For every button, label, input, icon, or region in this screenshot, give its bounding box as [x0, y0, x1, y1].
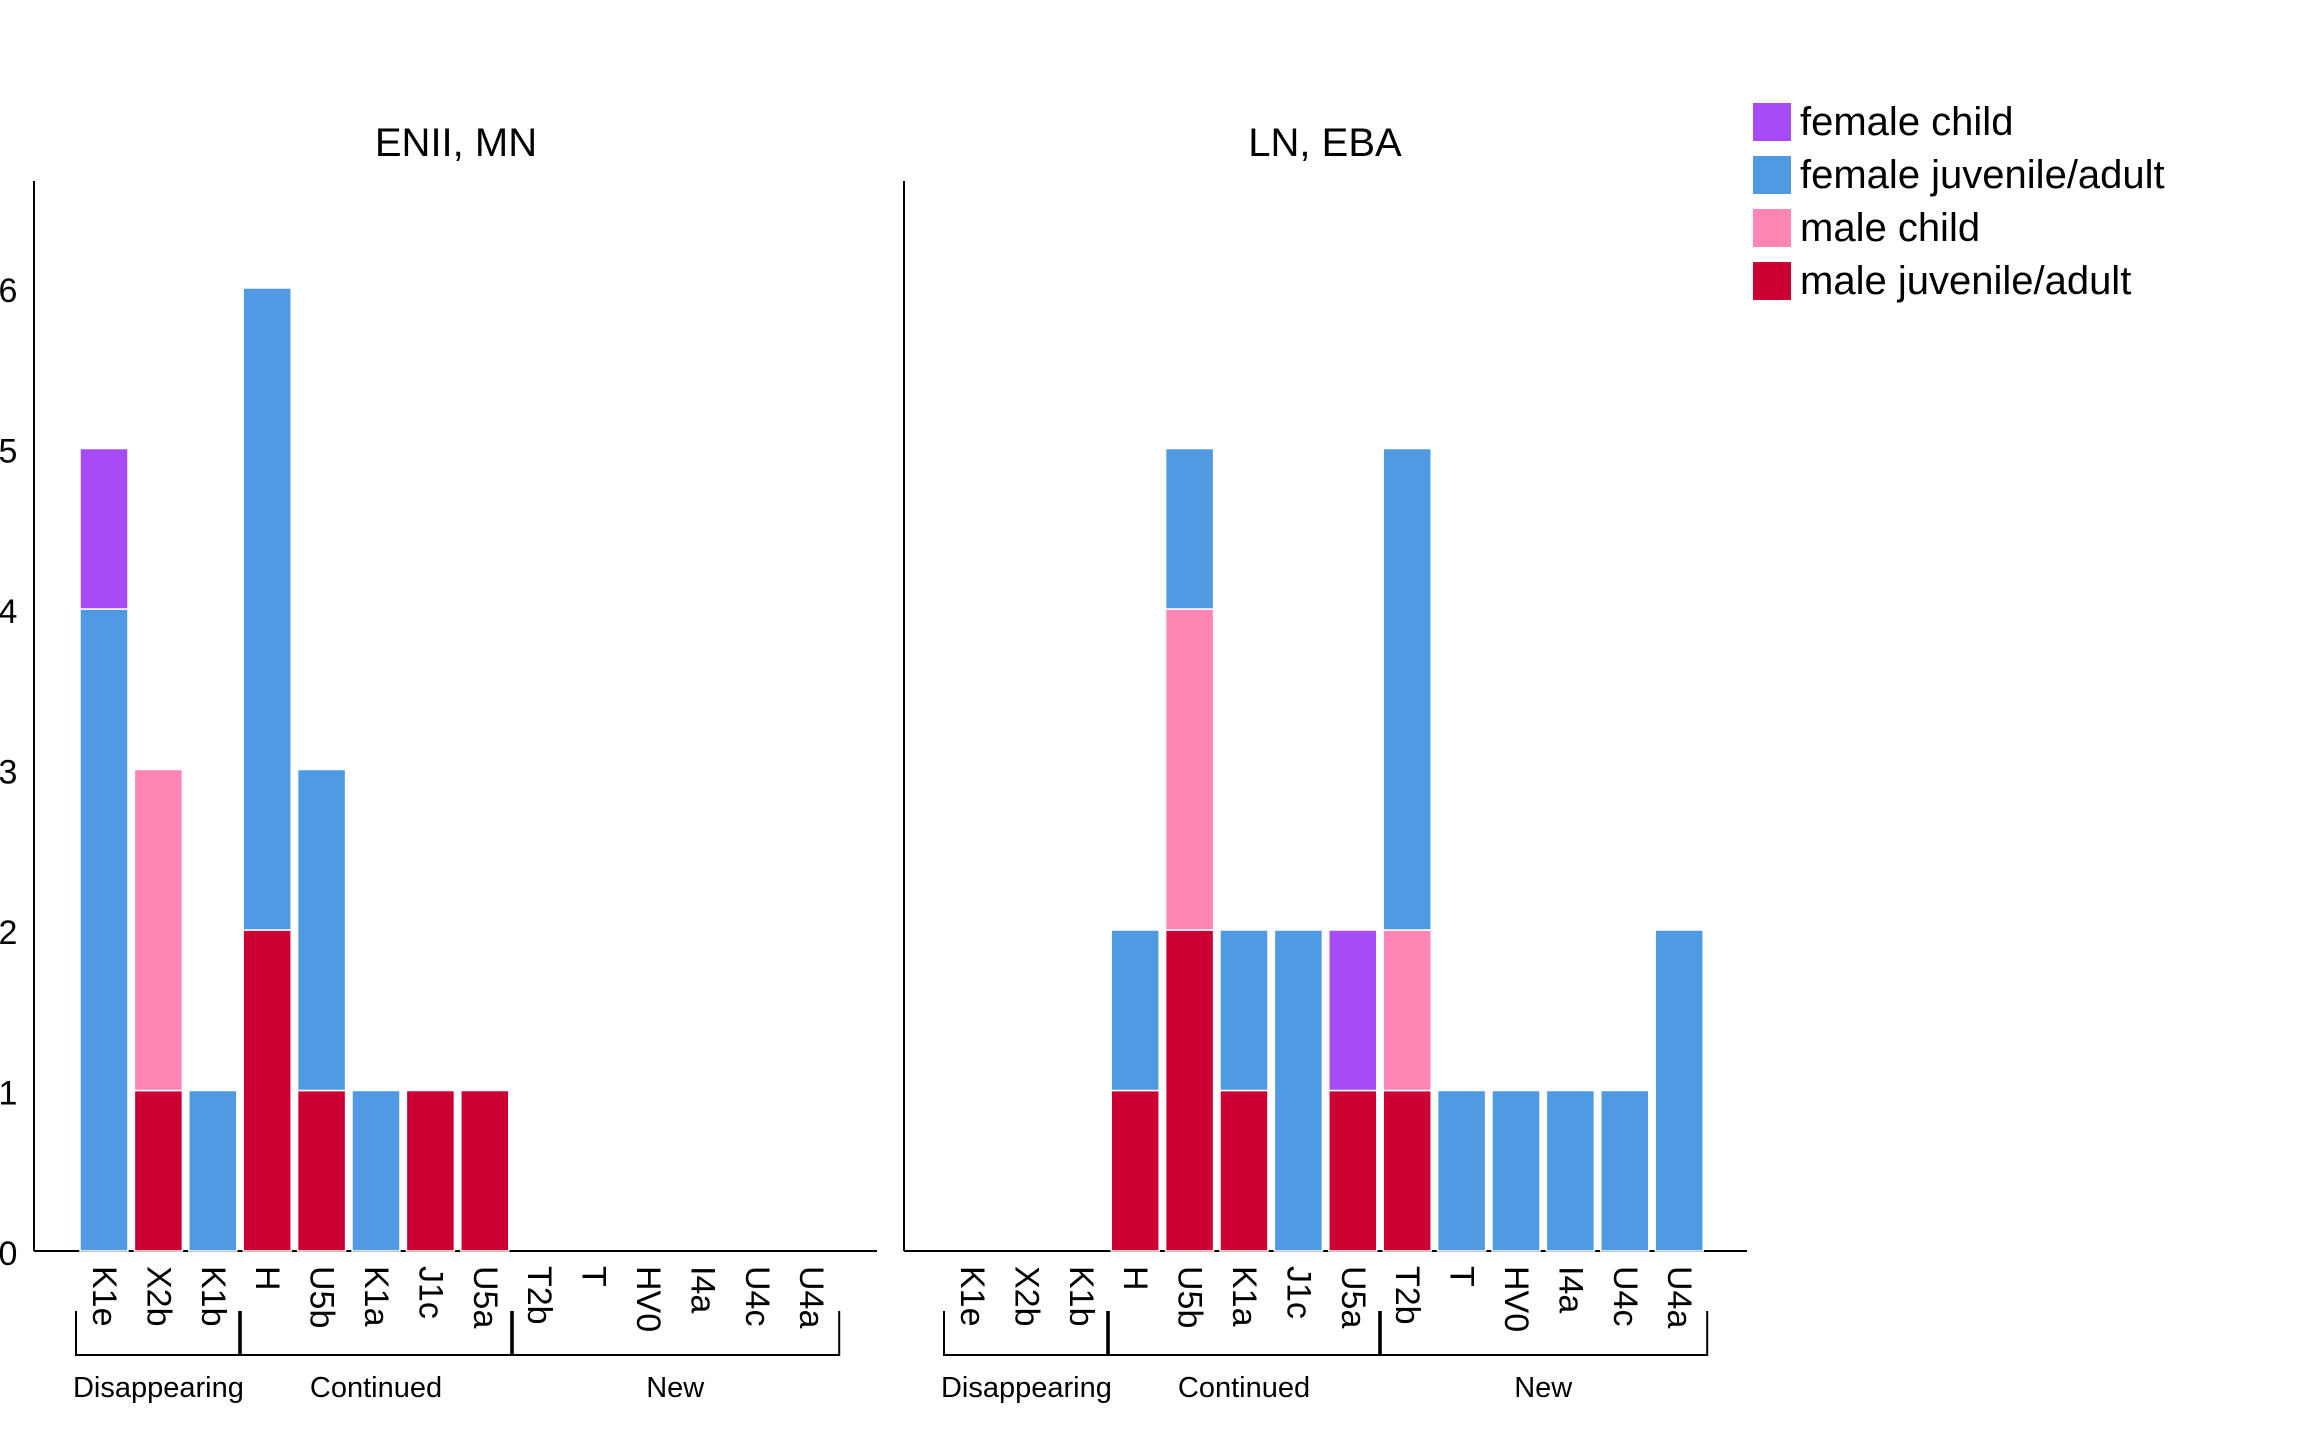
x-tick-label: K1b: [194, 1266, 232, 1327]
bar-segment-H-male-juvenile-adult: [242, 929, 292, 1252]
bar-segment-U5a-male-juvenile-adult: [460, 1089, 510, 1252]
bar-segment-U5a-female-child: [1328, 929, 1378, 1092]
bar-segment-K1a-female-juvenile-adult: [1219, 929, 1269, 1092]
x-tick-label: T2b: [1388, 1266, 1426, 1325]
y-tick-label: 2: [0, 914, 17, 952]
x-tick-label: U4a: [1660, 1266, 1698, 1328]
group-bracket: [238, 1311, 514, 1356]
x-tick-label: U4c: [738, 1266, 776, 1326]
bar-segment-U5b-female-juvenile-adult: [1164, 447, 1215, 610]
legend-label: female child: [1800, 100, 2013, 144]
x-tick-label: T: [575, 1266, 613, 1287]
group-bracket: [1378, 1311, 1709, 1356]
x-tick-label: H: [1116, 1266, 1154, 1291]
bar-segment-U4c-female-juvenile-adult: [1600, 1089, 1650, 1252]
bar-segment-T2b-male-juvenile-adult: [1382, 1089, 1432, 1252]
group-label: Disappearing: [73, 1372, 244, 1404]
bar-segment-K1a-male-juvenile-adult: [1219, 1089, 1269, 1252]
x-tick-label: HV0: [629, 1266, 667, 1332]
bar-segment-K1e-female-juvenile-adult: [79, 608, 129, 1252]
x-tick-label: U5b: [1171, 1266, 1209, 1328]
legend-swatch: [1753, 156, 1791, 194]
bar-segment-H-female-juvenile-adult: [242, 287, 292, 931]
x-tick-label: T: [1443, 1266, 1481, 1287]
y-tick-label: 0: [0, 1235, 17, 1273]
bar-segment-H-male-juvenile-adult: [1110, 1089, 1160, 1252]
group-bracket: [943, 1311, 1110, 1356]
y-tick-label: 4: [0, 593, 17, 631]
x-tick-label: I4a: [1551, 1266, 1589, 1313]
y-tick-label: 6: [0, 272, 17, 310]
group-label: Continued: [310, 1372, 442, 1404]
bar-segment-I4a-female-juvenile-adult: [1545, 1089, 1596, 1252]
bar-segment-H-female-juvenile-adult: [1110, 929, 1160, 1092]
panel-2-title: LN, EBA: [1248, 121, 1402, 165]
legend: female child female juvenile/adult male ch…: [1753, 100, 2165, 303]
x-tick-label: HV0: [1497, 1266, 1535, 1332]
group-label: Disappearing: [941, 1372, 1112, 1404]
legend-label: female juvenile/adult: [1800, 153, 2165, 197]
x-tick-label: J1c: [1279, 1266, 1317, 1319]
x-tick-label: H: [248, 1266, 286, 1291]
bar-segment-T-female-juvenile-adult: [1436, 1089, 1487, 1252]
bar-segment-J1c-female-juvenile-adult: [1273, 929, 1324, 1252]
panel-1-title: ENII, MN: [375, 121, 537, 165]
bar-segment-HV0-female-juvenile-adult: [1491, 1089, 1541, 1252]
bar-segment-U5b-male-child: [1164, 608, 1215, 931]
y-tick-label: 1: [0, 1075, 17, 1113]
legend-label: male child: [1800, 206, 1980, 250]
x-tick-label: U5a: [466, 1266, 504, 1328]
x-tick-label: K1a: [357, 1266, 395, 1327]
x-tick-label: U4c: [1606, 1266, 1644, 1326]
bar-segment-J1c-male-juvenile-adult: [405, 1089, 456, 1252]
group-label: New: [646, 1372, 705, 1404]
x-tick-label: X2b: [1007, 1266, 1045, 1327]
y-tick-label: 5: [0, 433, 17, 471]
x-tick-label: J1c: [411, 1266, 449, 1319]
bar-segment-T2b-female-juvenile-adult: [1382, 447, 1432, 931]
x-tick-label: K1e: [85, 1266, 123, 1327]
legend-swatch: [1753, 209, 1791, 247]
panel-2: K1e X2b K1b H U5b K1a J1c U5a T2b T HV0 I4a U4c U4a Di…: [903, 181, 1747, 1404]
bar-segment-U5b-male-juvenile-adult: [296, 1089, 347, 1252]
legend-swatch: [1753, 262, 1791, 300]
x-tick-label: K1a: [1225, 1266, 1263, 1327]
x-tick-label: U4a: [792, 1266, 830, 1328]
bar-segment-U5b-male-juvenile-adult: [1164, 929, 1215, 1252]
x-tick-label: I4a: [683, 1266, 721, 1313]
legend-swatch: [1753, 103, 1791, 141]
group-bracket: [75, 1311, 242, 1356]
legend-label: male juvenile/adult: [1800, 259, 2131, 303]
bar-segment-T2b-male-child: [1382, 929, 1432, 1092]
x-tick-label: U5b: [303, 1266, 341, 1328]
group-bracket: [510, 1311, 841, 1356]
bar-segment-K1e-female-child: [79, 447, 129, 610]
bar-segment-K1b-female-juvenile-adult: [188, 1089, 238, 1252]
bar-segment-K1a-female-juvenile-adult: [351, 1089, 401, 1252]
x-tick-label: T2b: [520, 1266, 558, 1325]
panel-1: 0 1 2 3 4 5 6 K1e X2b K1b H U5b K1a J1c U5a T2b T HV0 I4a U…: [0, 181, 877, 1404]
bar-segment-U4a-female-juvenile-adult: [1654, 929, 1704, 1252]
x-tick-label: X2b: [139, 1266, 177, 1327]
x-tick-label: U5a: [1334, 1266, 1372, 1328]
x-tick-label: K1b: [1062, 1266, 1100, 1327]
x-tick-label: K1e: [953, 1266, 991, 1327]
y-tick-label: 3: [0, 754, 17, 792]
group-label: New: [1514, 1372, 1573, 1404]
group-label: Continued: [1178, 1372, 1310, 1404]
bar-segment-X2b-male-juvenile-adult: [133, 1089, 184, 1252]
bar-segment-U5a-male-juvenile-adult: [1328, 1089, 1378, 1252]
group-bracket: [1106, 1311, 1382, 1356]
bar-segment-X2b-male-child: [133, 768, 184, 1092]
bar-segment-U5b-female-juvenile-adult: [296, 768, 347, 1092]
